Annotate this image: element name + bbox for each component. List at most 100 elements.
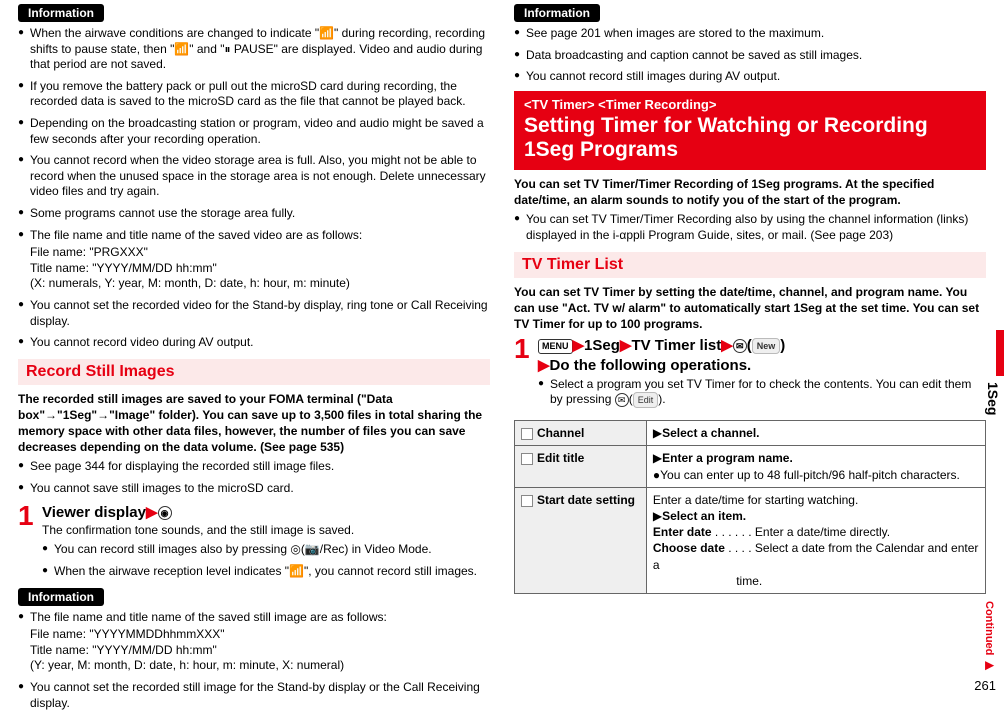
arrow-icon: ▶	[146, 504, 158, 521]
step-number: 1	[18, 503, 36, 528]
mail-key-icon: ✉	[733, 339, 747, 353]
sub-line: (Y: year, M: month, D: date, h: hour, m:…	[30, 658, 490, 674]
sub-line: Title name: "YYYY/MM/DD hh:mm"	[30, 261, 490, 277]
section-tv-timer-list: TV Timer List	[514, 252, 986, 278]
right-column: Information See page 201 when images are…	[514, 4, 986, 693]
label-text: Channel	[537, 426, 584, 440]
step-seg-tvtimer: TV Timer list	[631, 337, 721, 354]
info-list-2: The file name and title name of the save…	[18, 610, 490, 626]
information-badge: Information	[18, 4, 104, 22]
sub-line: Title name: "YYYY/MM/DD hh:mm"	[30, 643, 490, 659]
table-label-edit-title: Edit title	[515, 446, 647, 487]
info-item: You cannot save still images to the micr…	[18, 481, 490, 497]
softkey-new-icon: New	[752, 338, 781, 354]
info-item: You cannot record when the video storage…	[18, 153, 490, 200]
subsection-intro: You can set TV Timer by setting the date…	[514, 284, 986, 333]
step-line2-text: Do the following operations.	[550, 357, 752, 374]
section-record-still-images: Record Still Images	[18, 359, 490, 385]
info-item: Some programs cannot use the storage are…	[18, 206, 490, 222]
step-1: 1 Viewer display▶◉ The confirmation tone…	[18, 503, 490, 586]
triangle-icon: ▶	[653, 426, 662, 440]
softkey-edit-icon: Edit	[633, 392, 659, 408]
table-body: ▶Enter a program name.●You can enter up …	[646, 446, 985, 487]
tv-timer-table: Channel ▶Select a channel. Edit title ▶E…	[514, 420, 986, 594]
start-date-icon	[521, 495, 533, 507]
info-sub: File name: "PRGXXX" Title name: "YYYY/MM…	[18, 245, 490, 292]
info-item: You can set TV Timer/Timer Recording als…	[514, 212, 986, 243]
edit-title-icon	[521, 453, 533, 465]
label-text: Start date setting	[537, 493, 635, 507]
table-row: Edit title ▶Enter a program name.●You ca…	[515, 446, 986, 487]
step-title: Viewer display▶◉	[42, 503, 490, 523]
step-line: The confirmation tone sounds, and the st…	[42, 523, 490, 539]
info-sub: File name: "YYYYMMDDhhmmXXX" Title name:…	[18, 627, 490, 674]
info-item: The file name and title name of the save…	[18, 610, 490, 626]
page-footer: Continued ▶ 261	[971, 601, 996, 693]
info-item: Select a program you set TV Timer for to…	[538, 377, 986, 409]
page-number: 261	[971, 678, 996, 693]
info-item: Data broadcasting and caption cannot be …	[514, 48, 986, 64]
step-title: MENU▶1Seg▶TV Timer list▶✉(New)	[538, 336, 986, 356]
step-bullets: You can record still images also by pres…	[42, 542, 490, 579]
step-body: Viewer display▶◉ The confirmation tone s…	[42, 503, 490, 586]
triangle-icon: ▶	[653, 451, 662, 465]
step-title-line2: ▶Do the following operations.	[538, 356, 986, 376]
label-text: Edit title	[537, 451, 584, 465]
table-label-channel: Channel	[515, 421, 647, 446]
step-bullets: Select a program you set TV Timer for to…	[538, 377, 986, 409]
info-item: If you remove the battery pack or pull o…	[18, 79, 490, 110]
table-row: Start date setting Enter a date/time for…	[515, 487, 986, 593]
step-number: 1	[514, 336, 532, 361]
feature-block: <TV Timer> <Timer Recording> Setting Tim…	[514, 91, 986, 170]
info-item: When the airwave reception level indicat…	[42, 564, 490, 580]
arrow-icon: ▶	[620, 337, 632, 354]
side-tab-marker	[996, 330, 1004, 376]
continued-text: Continued	[983, 601, 995, 655]
info-item: You cannot record video during AV output…	[18, 335, 490, 351]
channel-icon	[521, 428, 533, 440]
sub-line: File name: "YYYYMMDDhhmmXXX"	[30, 627, 490, 643]
feature-tag: <TV Timer> <Timer Recording>	[524, 97, 976, 112]
info-item: The file name and title name of the save…	[18, 228, 490, 244]
left-column: Information When the airwave conditions …	[18, 4, 490, 693]
feature-bullets: You can set TV Timer/Timer Recording als…	[514, 212, 986, 243]
step-seg-1seg: 1Seg	[584, 337, 620, 354]
sub-line: File name: "PRGXXX"	[30, 245, 490, 261]
page: Information When the airwave conditions …	[0, 0, 1004, 697]
feature-intro: You can set TV Timer/Timer Recording of …	[514, 176, 986, 208]
arrow-icon: ▶	[538, 357, 550, 374]
section-intro: The recorded still images are saved to y…	[18, 391, 490, 456]
table-body: ▶Select a channel.	[646, 421, 985, 446]
side-tab-label: 1Seg	[985, 382, 1001, 415]
info-item: You can record still images also by pres…	[42, 542, 490, 558]
info-item: See page 201 when images are stored to t…	[514, 26, 986, 42]
info-item: Depending on the broadcasting station or…	[18, 116, 490, 147]
info-item: You cannot record still images during AV…	[514, 69, 986, 85]
table-body: Enter a date/time for starting watching.…	[646, 487, 985, 593]
arrow-icon: ▶	[573, 337, 585, 354]
info-item: You cannot set the recorded video for th…	[18, 298, 490, 329]
triangle-icon: ▶	[653, 509, 662, 523]
step-body: MENU▶1Seg▶TV Timer list▶✉(New) ▶Do the f…	[538, 336, 986, 414]
info-item: See page 344 for displaying the recorded…	[18, 459, 490, 475]
table-label-start-date: Start date setting	[515, 487, 647, 593]
feature-title: Setting Timer for Watching or Recording …	[524, 114, 976, 162]
menu-key-icon: MENU	[538, 339, 573, 354]
camera-key-icon: ◉	[158, 506, 172, 520]
info-list-r1: See page 201 when images are stored to t…	[514, 26, 986, 85]
info-item: You cannot set the recorded still image …	[18, 680, 490, 711]
step-title-text: Viewer display	[42, 504, 146, 521]
continued-label: Continued ▶	[983, 601, 996, 671]
info-list-2b: You cannot set the recorded still image …	[18, 680, 490, 711]
table-row: Channel ▶Select a channel.	[515, 421, 986, 446]
info-item: When the airwave conditions are changed …	[18, 26, 490, 73]
info-list-1: When the airwave conditions are changed …	[18, 26, 490, 243]
side-tab: 1Seg	[982, 330, 1004, 415]
info-list-1b: You cannot set the recorded video for th…	[18, 298, 490, 351]
information-badge: Information	[18, 588, 104, 606]
sub-line: (X: numerals, Y: year, M: month, D: date…	[30, 276, 490, 292]
arrow-icon: ▶	[721, 337, 733, 354]
section-bullets: See page 344 for displaying the recorded…	[18, 459, 490, 496]
information-badge: Information	[514, 4, 600, 22]
mail-key-icon: ✉	[615, 393, 629, 407]
